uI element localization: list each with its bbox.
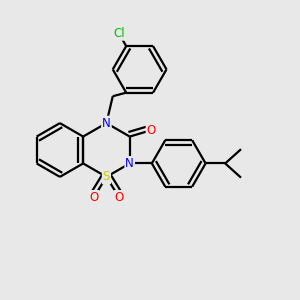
Text: N: N [102, 117, 111, 130]
Text: Cl: Cl [113, 27, 124, 40]
Text: S: S [103, 170, 110, 183]
Text: N: N [125, 157, 134, 170]
Text: O: O [89, 191, 98, 204]
Text: O: O [115, 191, 124, 204]
Text: O: O [147, 124, 156, 137]
